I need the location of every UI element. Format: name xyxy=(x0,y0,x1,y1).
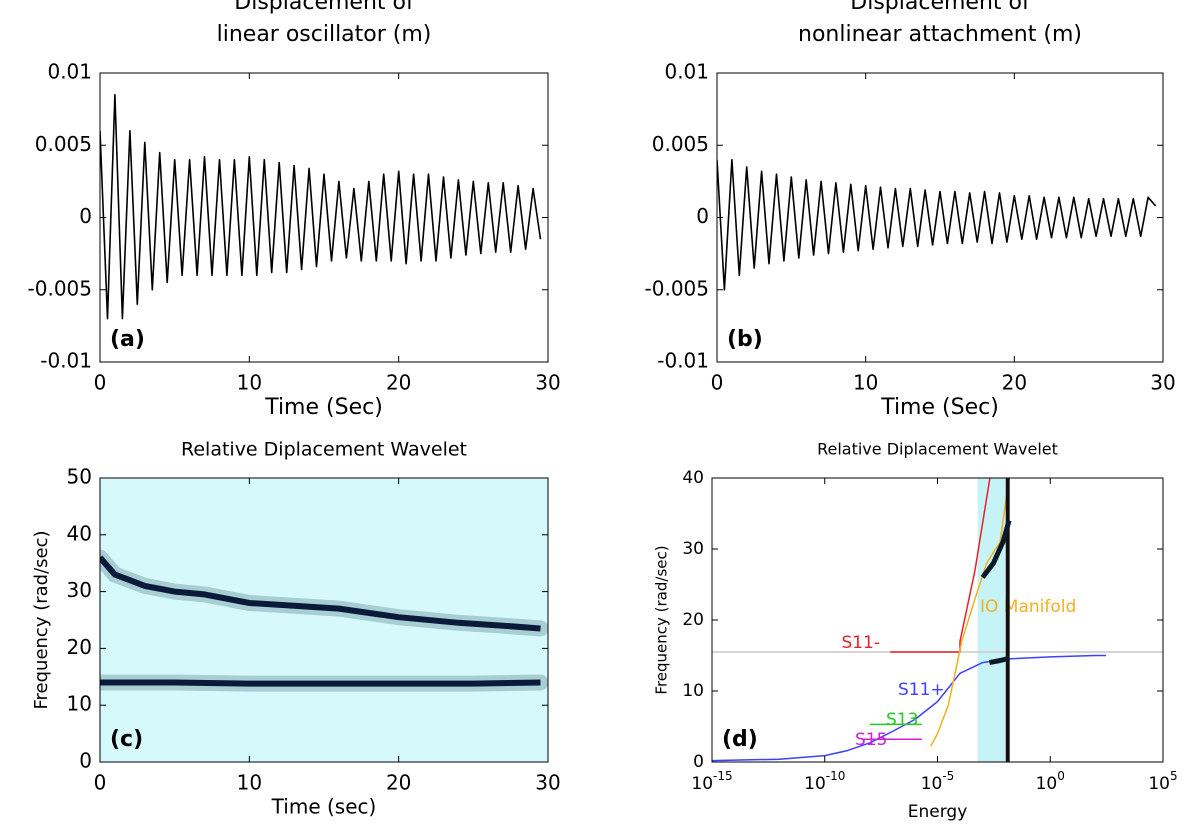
series-line xyxy=(712,654,1107,762)
x-tick-label: 0 xyxy=(94,771,107,795)
series-line xyxy=(890,478,991,653)
chart-title: Displacement of xyxy=(850,0,1031,15)
series-line xyxy=(980,519,1012,579)
y-tick-label: 0 xyxy=(79,749,92,773)
series-label: IO Manifold xyxy=(980,597,1076,617)
plot-frame xyxy=(99,72,549,363)
series-label: S11+ xyxy=(898,680,945,700)
y-tick-label: 0.01 xyxy=(47,60,92,84)
y-tick-label: -0.01 xyxy=(40,349,92,373)
chart-title: Displacement of xyxy=(234,0,415,15)
x-tick-label: 105 xyxy=(1148,769,1177,795)
series-label: S11- xyxy=(841,633,880,653)
plot-frame xyxy=(716,72,1164,363)
chart-title: Relative Diplacement Wavelet xyxy=(817,440,1058,459)
tick-exponent: 0 xyxy=(1057,769,1065,783)
x-tick-label: 10 xyxy=(237,771,262,795)
y-tick-label: 10 xyxy=(682,681,704,701)
shaded-band xyxy=(977,478,1006,762)
chart-title: Relative Diplacement Wavelet xyxy=(181,439,467,461)
y-tick-label: 0 xyxy=(693,752,704,772)
x-tick-label: 10-5 xyxy=(921,769,955,795)
y-tick-label: -0.005 xyxy=(28,276,92,300)
x-tick-label: 10 xyxy=(237,371,262,395)
tick-base: 10 xyxy=(1036,774,1058,794)
tick-exponent: -10 xyxy=(826,769,846,783)
tick-exponent: -15 xyxy=(713,769,733,783)
y-tick-label: 0.005 xyxy=(652,132,709,156)
panel-label: (d) xyxy=(722,727,758,752)
y-axis-label: Frequency (rad/sec) xyxy=(653,545,671,694)
x-axis-label: Energy xyxy=(908,802,968,822)
tick-exponent: 5 xyxy=(1170,769,1178,783)
tick-base: 10 xyxy=(691,774,713,794)
y-tick-label: 40 xyxy=(682,468,704,488)
series-line xyxy=(100,555,541,632)
x-tick-label: 30 xyxy=(1150,371,1175,395)
plot-frame xyxy=(711,477,1164,763)
panel-label: (a) xyxy=(110,327,145,352)
y-tick-label: -0.005 xyxy=(645,276,709,300)
y-axis-label: Frequency (rad/sec) xyxy=(31,530,52,709)
x-tick-label: 20 xyxy=(386,371,411,395)
y-tick-label: 30 xyxy=(682,539,704,559)
series-label: S13 xyxy=(886,710,918,730)
x-axis-label: Time (Sec) xyxy=(880,395,999,420)
y-tick-label: 0.01 xyxy=(664,60,709,84)
x-tick-label: 30 xyxy=(535,371,560,395)
y-tick-label: 30 xyxy=(67,578,92,602)
tick-base: 10 xyxy=(921,774,943,794)
chart-title: linear oscillator (m) xyxy=(217,22,432,47)
panel-label: (c) xyxy=(110,727,143,752)
y-tick-label: -0.01 xyxy=(657,349,709,373)
y-tick-label: 50 xyxy=(67,465,92,489)
x-tick-label: 20 xyxy=(386,771,411,795)
y-tick-label: 40 xyxy=(67,521,92,545)
x-tick-label: 20 xyxy=(1002,371,1027,395)
y-tick-label: 20 xyxy=(682,610,704,630)
series-line xyxy=(717,158,1157,291)
x-tick-label: 30 xyxy=(535,771,560,795)
y-tick-label: 20 xyxy=(67,635,92,659)
x-tick-label: 10 xyxy=(853,371,878,395)
x-tick-label: 100 xyxy=(1036,769,1065,795)
tick-base: 10 xyxy=(1148,774,1170,794)
series-line xyxy=(930,478,1010,747)
panel-label: (b) xyxy=(727,327,763,352)
series-line xyxy=(100,679,541,687)
series-line xyxy=(988,655,1010,666)
x-tick-label: 10-15 xyxy=(691,769,732,795)
tick-exponent: -5 xyxy=(942,769,954,783)
y-tick-label: 0 xyxy=(696,204,709,228)
x-tick-label: 10-10 xyxy=(804,769,845,795)
series-line xyxy=(100,93,542,320)
y-tick-label: 10 xyxy=(67,692,92,716)
x-axis-label: Time (sec) xyxy=(271,795,377,819)
y-tick-label: 0.005 xyxy=(35,132,92,156)
y-tick-label: 0 xyxy=(79,204,92,228)
x-axis-label: Time (Sec) xyxy=(264,395,383,420)
x-tick-label: 0 xyxy=(711,371,724,395)
series-label: S15 xyxy=(855,730,887,750)
x-tick-label: 0 xyxy=(94,371,107,395)
plot-frame xyxy=(99,477,549,763)
tick-base: 10 xyxy=(804,774,826,794)
chart-title: nonlinear attachment (m) xyxy=(798,22,1082,47)
